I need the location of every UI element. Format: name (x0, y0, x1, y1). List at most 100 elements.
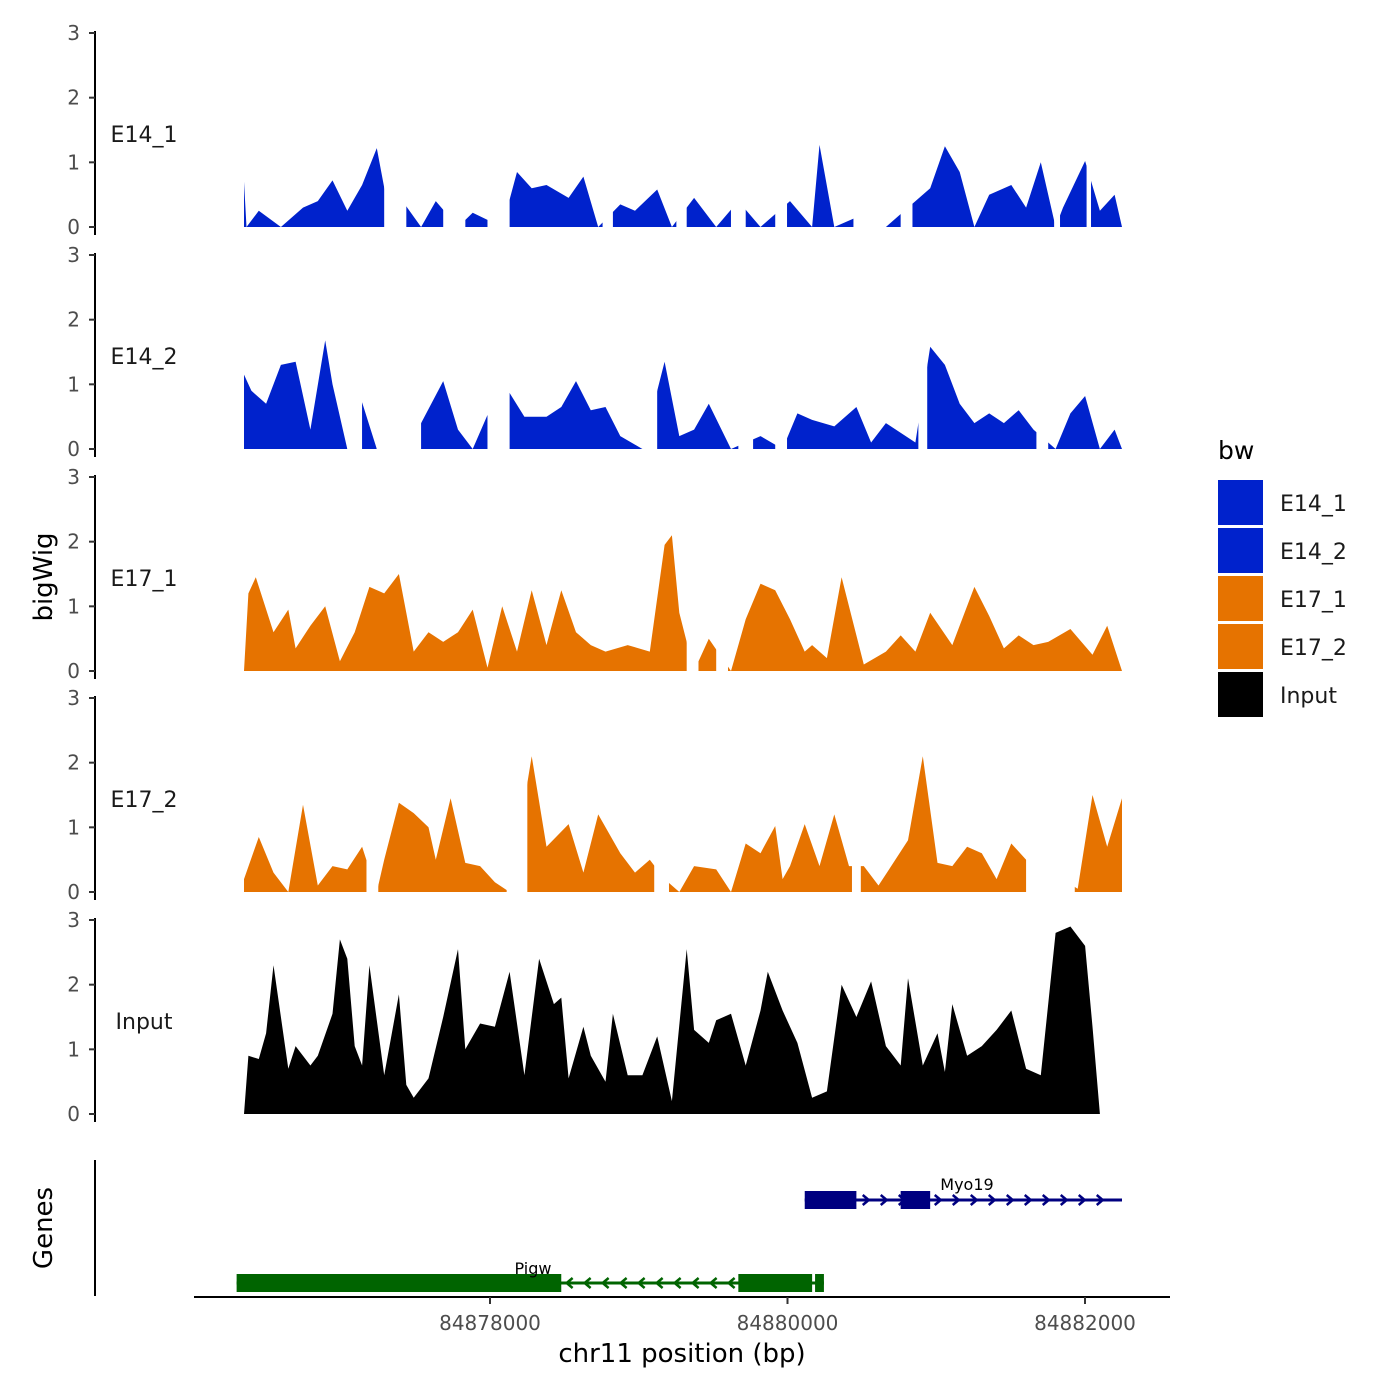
gene-Pigw: Pigw (236, 1259, 824, 1292)
coverage-gap (918, 254, 928, 449)
track-label-Input: Input (116, 1010, 173, 1035)
coverage-gap (642, 254, 658, 449)
legend-label: E17_1 (1280, 588, 1347, 613)
y-tick-label: 2 (67, 751, 80, 775)
coverage-gap (1086, 32, 1092, 227)
coverage-gap (775, 254, 788, 449)
strand-arrow (969, 1194, 979, 1206)
y-tick-label: 2 (67, 530, 80, 554)
x-axis-title: chr11 position (bp) (558, 1339, 805, 1369)
legend-label: E17_2 (1280, 636, 1347, 661)
y-tick-label: 2 (67, 308, 80, 332)
strand-arrow (933, 1194, 943, 1206)
gene-label-Myo19: Myo19 (940, 1175, 993, 1194)
legend-entries: E14_1 E14_2 E17_1 E17_2 Input (1218, 480, 1347, 717)
strand-arrow (636, 1277, 646, 1289)
strand-arrow (654, 1277, 664, 1289)
track-E17_2: 0 1 2 3 E17_2 (67, 686, 1122, 904)
y-tick-label: 1 (67, 1037, 80, 1061)
coverage-gap (602, 32, 613, 227)
coverage-area-Input (244, 926, 1122, 1114)
strand-arrow (618, 1277, 628, 1289)
coverage-area-E17_1 (244, 535, 1122, 671)
y-tick-label: 0 (67, 215, 80, 239)
coverage-gap (775, 32, 788, 227)
legend-label: E14_2 (1280, 540, 1347, 565)
y-tick-label: 0 (67, 1102, 80, 1126)
genes-panel: Genes Myo19 Pigw (29, 1160, 1122, 1296)
track-label-E17_2: E17_2 (111, 788, 178, 813)
legend-entry-E17_2: E17_2 (1218, 624, 1347, 669)
gene-exon (804, 1191, 857, 1209)
track-label-E17_1: E17_1 (111, 567, 178, 592)
strand-arrow (672, 1277, 682, 1289)
gene-label-Pigw: Pigw (515, 1259, 552, 1278)
y-tick-label: 1 (67, 815, 80, 839)
coverage-gap (686, 476, 699, 671)
y-tick-label: 1 (67, 150, 80, 174)
legend-entry-E14_2: E14_2 (1218, 528, 1347, 573)
strand-arrow (708, 1277, 718, 1289)
legend-label: Input (1280, 684, 1337, 709)
x-ticks: 84878000 84880000 84882000 (439, 1297, 1136, 1335)
strand-arrow (1023, 1194, 1033, 1206)
y-tick-label: 0 (67, 437, 80, 461)
coverage-gap (1054, 32, 1061, 227)
gene-exon (738, 1274, 813, 1292)
coverage-gap (443, 32, 466, 227)
y-tick-label: 3 (67, 21, 80, 45)
y-tick-label: 2 (67, 86, 80, 110)
y-tick-label: 3 (67, 243, 80, 267)
strand-arrow (1041, 1194, 1051, 1206)
strand-arrow (879, 1194, 889, 1206)
legend-swatch (1218, 624, 1263, 669)
track-E14_2: 0 1 2 3 E14_2 (67, 243, 1122, 461)
y-tick-label: 2 (67, 973, 80, 997)
coverage-gap (487, 32, 510, 227)
track-label-E14_2: E14_2 (111, 345, 178, 370)
coverage-gap (853, 32, 886, 227)
coverage-gap (716, 476, 729, 671)
strand-arrow (1077, 1194, 1087, 1206)
legend-swatch (1218, 480, 1263, 525)
strand-arrow (600, 1277, 610, 1289)
coverage-gap (851, 697, 861, 892)
y-tick-label: 0 (67, 880, 80, 904)
coverage-area-E14_2 (244, 340, 1122, 449)
legend-entry-E14_1: E14_1 (1218, 480, 1347, 525)
x-tick-label: 84878000 (439, 1311, 541, 1335)
coverage-gap (376, 254, 422, 449)
strand-arrow (1005, 1194, 1015, 1206)
legend-swatch (1218, 672, 1263, 717)
track-E14_1: 0 1 2 3 E14_1 (67, 21, 1122, 239)
track-Input: 0 1 2 3 Input (67, 908, 1122, 1126)
y-tick-label: 1 (67, 594, 80, 618)
bigwig-tracks: 0 1 2 3 E14_1 0 1 2 3 E14_2 0 1 2 3 E17_1 0 1 2 3 E17_2 0 1 2 3… (67, 21, 1122, 1126)
coverage-gap (654, 697, 669, 892)
coverage-gap (366, 697, 379, 892)
coverage-gap (487, 254, 510, 449)
legend-title: bw (1218, 436, 1254, 465)
strand-arrow (951, 1194, 961, 1206)
coverage-area-E14_1 (244, 144, 1122, 227)
strand-arrow (582, 1277, 592, 1289)
legend-label: E14_1 (1280, 492, 1347, 517)
strand-arrow (1095, 1194, 1105, 1206)
strand-arrow (564, 1277, 574, 1289)
coverage-gap (738, 254, 754, 449)
legend-swatch (1218, 576, 1263, 621)
y-tick-label: 0 (67, 659, 80, 683)
x-tick-label: 84880000 (737, 1311, 839, 1335)
gene-Myo19: Myo19 (804, 1175, 1122, 1209)
strand-arrow (861, 1194, 871, 1206)
coverage-gap (1036, 254, 1049, 449)
legend-swatch (1218, 528, 1263, 573)
y-tick-label: 3 (67, 686, 80, 710)
coverage-gap (730, 32, 746, 227)
coverage-gap (384, 32, 407, 227)
strand-arrow (987, 1194, 997, 1206)
coverage-gap (676, 32, 687, 227)
coverage-gap (1026, 697, 1075, 892)
track-label-E14_1: E14_1 (111, 123, 178, 148)
